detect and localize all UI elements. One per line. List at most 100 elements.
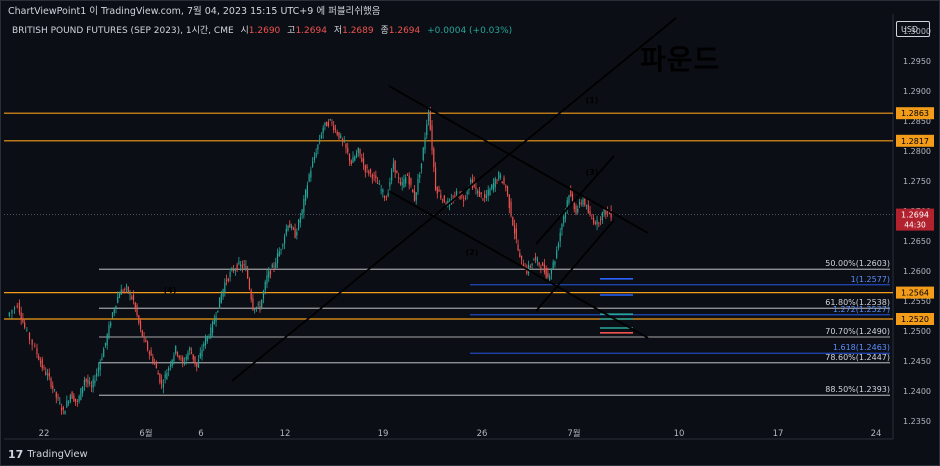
candle-body <box>275 262 277 268</box>
candle-body <box>60 407 63 411</box>
close-label: 종 <box>380 26 389 36</box>
candle-body <box>262 290 265 299</box>
candle-body <box>34 345 36 347</box>
candle-body <box>305 189 307 201</box>
candle-body <box>535 256 537 260</box>
candle-body <box>389 181 391 187</box>
low-value: 1.2689 <box>342 26 374 36</box>
orange-level-label: 1.2863 <box>901 109 929 118</box>
candle-body <box>73 395 75 402</box>
candle-body <box>584 198 586 206</box>
candle-body <box>92 379 94 388</box>
wave-label: (3) <box>586 168 599 177</box>
fib-level-label: 78.60%(1.2447) <box>825 353 890 362</box>
candle-body <box>498 172 500 180</box>
candle-body <box>201 349 203 357</box>
candle-body <box>540 266 542 269</box>
currency-button[interactable]: USD <box>896 21 930 37</box>
y-tick-label: 1.2450 <box>903 357 931 366</box>
candle-body <box>215 316 217 322</box>
candle-body <box>520 255 523 260</box>
y-tick-label: 1.2400 <box>903 387 931 396</box>
candle-body <box>55 391 57 398</box>
candle-body <box>261 299 263 309</box>
candle-body <box>543 264 546 273</box>
candle-body <box>169 365 172 367</box>
candle-body <box>392 163 395 169</box>
candle-body <box>26 329 28 331</box>
candle-body <box>53 389 56 391</box>
candle-body <box>456 191 458 195</box>
candle-body <box>361 158 363 162</box>
candle-body <box>57 397 59 399</box>
candle-body <box>359 148 361 155</box>
candle-body <box>408 175 410 185</box>
candle-body <box>276 253 279 264</box>
candle-body <box>250 290 252 300</box>
candle-body <box>115 305 117 309</box>
y-tick-label: 1.2600 <box>903 267 931 276</box>
candle-body <box>341 139 344 141</box>
candle-body <box>264 281 266 291</box>
candle-body <box>441 199 444 201</box>
candle-body <box>319 139 321 142</box>
symbol-name[interactable]: BRITISH POUND FUTURES (SEP 2023), 1시간, C… <box>12 26 234 36</box>
candle-body <box>387 193 389 197</box>
candle-body <box>312 161 314 168</box>
plot-area <box>4 14 893 439</box>
candle-body <box>192 354 194 360</box>
candle-body <box>559 232 561 242</box>
candle-body <box>345 143 347 149</box>
candle-body <box>52 385 54 389</box>
fib-level-label: 61.80%(1.2538) <box>825 298 890 307</box>
candle-body <box>473 181 475 187</box>
candle-body <box>317 144 319 150</box>
candle-body <box>118 293 121 298</box>
candle-body <box>368 170 370 174</box>
candle-body <box>468 188 470 191</box>
candle-body <box>46 374 49 375</box>
candle-body <box>97 367 100 373</box>
candle-body <box>99 361 101 371</box>
candle-body <box>598 222 600 224</box>
candle-body <box>587 204 589 213</box>
candle-body <box>470 180 472 183</box>
candle-body <box>303 198 305 213</box>
candle-body <box>224 282 226 293</box>
candle-body <box>320 134 323 139</box>
candle-body <box>8 312 10 317</box>
candle-body <box>175 345 177 354</box>
candle-body <box>234 269 236 271</box>
candle-body <box>334 128 337 130</box>
fib-level-label: 70.70%(1.2490) <box>825 327 890 336</box>
candle-body <box>575 205 577 214</box>
candle-body <box>438 189 440 192</box>
wave-label: (2) <box>466 248 479 257</box>
candle-body <box>406 175 409 176</box>
candle-body <box>257 303 259 305</box>
candle-body <box>225 279 228 282</box>
candle-body <box>132 294 135 301</box>
candle-body <box>482 198 484 200</box>
tradingview-logo[interactable]: 17 TradingView <box>8 448 88 461</box>
candle-body <box>59 402 61 404</box>
candle-body <box>22 318 24 323</box>
candle-body <box>166 372 168 380</box>
candle-body <box>106 334 108 346</box>
candle-body <box>503 177 505 184</box>
candle-body <box>489 188 491 196</box>
candle-body <box>108 325 110 337</box>
candle-body <box>206 336 208 342</box>
candle-body <box>464 197 466 199</box>
candle-body <box>255 306 258 309</box>
candle-body <box>48 372 50 377</box>
candle-body <box>538 262 540 265</box>
candle-body <box>369 169 372 173</box>
candle-body <box>125 285 128 287</box>
candle-body <box>310 170 312 178</box>
candle-body <box>601 212 603 221</box>
candle-body <box>45 371 47 375</box>
candle-body <box>80 388 82 401</box>
candle-body <box>296 231 298 236</box>
